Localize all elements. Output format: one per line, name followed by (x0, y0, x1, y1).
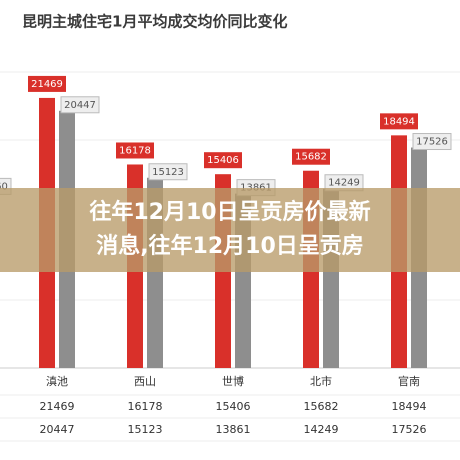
value-label-box (380, 113, 418, 130)
value-label-box (0, 177, 12, 195)
table-cell: 20447 (40, 423, 75, 436)
table-cell: 14249 (304, 423, 339, 436)
value-label-box (116, 142, 154, 159)
table-cell: 15123 (128, 423, 163, 436)
value-label-box (292, 148, 330, 165)
value-label: 15682 (295, 152, 327, 163)
x-tick-label: 世博 (222, 375, 244, 388)
table-cell: 16178 (128, 400, 163, 413)
x-tick-label: 官南 (398, 374, 420, 388)
table-cell: 17526 (392, 423, 427, 436)
x-tick-label: 西山 (134, 375, 156, 388)
banner-bg (0, 188, 460, 272)
table-cell: 18494 (392, 400, 427, 413)
table-cell: 15406 (216, 400, 251, 413)
x-tick-label: 北市 (310, 374, 332, 388)
value-label: 15123 (152, 167, 184, 178)
value-label-box (60, 96, 100, 114)
value-label: 18494 (383, 116, 415, 127)
value-label-box (28, 75, 66, 92)
value-label-box (204, 152, 242, 169)
value-label: 15406 (207, 155, 239, 166)
value-label: 13960 (0, 181, 8, 192)
value-label: 20447 (64, 100, 96, 111)
value-label: 14249 (328, 178, 360, 189)
table-cell: 21469 (40, 400, 75, 413)
banner-line: 往年12月10日呈贡房价最新 (89, 199, 370, 225)
chart-title: 昆明主城住宅1月平均成交均价同比变化 (22, 13, 287, 31)
table-cell: 15682 (304, 400, 339, 413)
banner-line: 消息,往年12月10日呈贡房 (96, 233, 364, 259)
value-label: 16178 (119, 145, 151, 156)
x-tick-label: 滇池 (46, 374, 68, 388)
value-label-box (148, 163, 188, 181)
value-label-box (412, 133, 452, 151)
table-cell: 13861 (216, 423, 251, 436)
value-label: 17526 (416, 137, 448, 148)
value-label: 21469 (31, 79, 63, 90)
